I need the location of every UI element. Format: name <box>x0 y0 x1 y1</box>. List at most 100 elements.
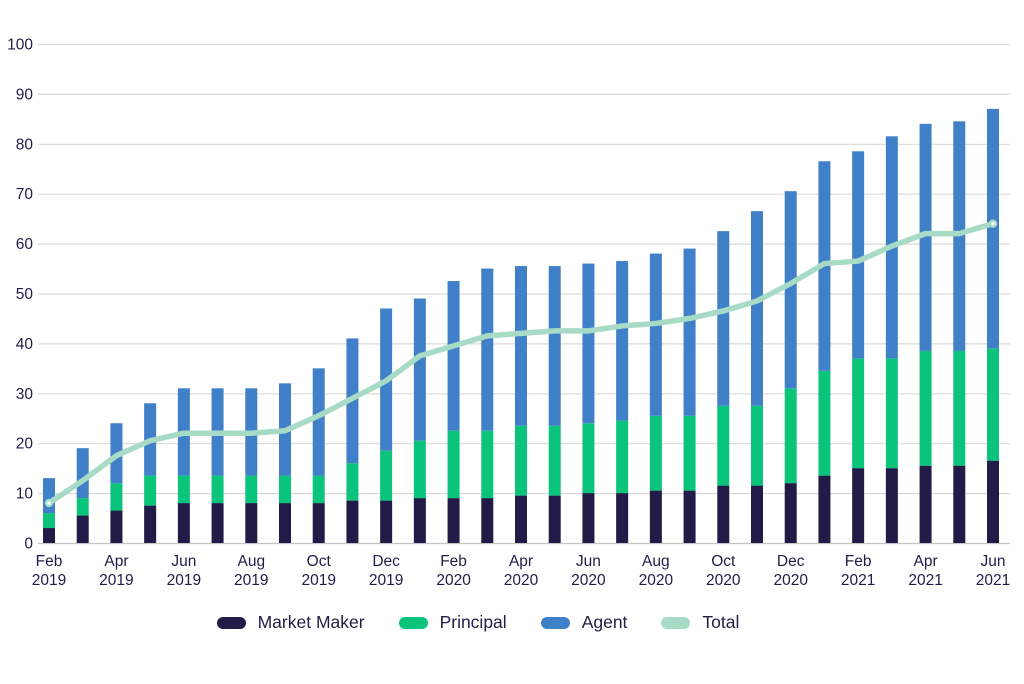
bar-segment-market-maker <box>616 493 629 543</box>
bar-segment-market-maker <box>144 505 157 543</box>
bar-segment-market-maker <box>818 475 831 543</box>
bar-segment-principal <box>649 415 662 491</box>
x-axis-tick-label: Jun 2021 <box>976 553 1010 589</box>
bar-segment-agent <box>852 151 865 359</box>
bar-segment-principal <box>245 475 258 504</box>
bar-segment-principal <box>110 483 123 511</box>
bar-segment-market-maker <box>177 503 190 543</box>
bar-segment-market-maker <box>43 528 55 543</box>
x-axis-tick-label: Oct 2020 <box>706 553 741 589</box>
bar-segment-principal <box>919 350 932 466</box>
bar-segment-principal <box>144 475 157 506</box>
bar-segment-principal <box>717 405 730 486</box>
bar-segment-principal <box>852 358 865 469</box>
bar-segment-market-maker <box>481 498 494 543</box>
x-axis-tick-label: Jun 2020 <box>571 553 606 589</box>
bar-segment-principal <box>413 440 426 499</box>
bar-segment-principal <box>582 423 595 494</box>
bar-segment-principal <box>683 415 696 491</box>
legend-label: Principal <box>439 612 507 632</box>
bar-segment-agent <box>751 211 763 406</box>
bar-segment-market-maker <box>649 490 662 543</box>
legend-swatch-icon <box>661 616 691 629</box>
legend-item-agent: Agent <box>540 612 628 632</box>
y-axis-tick-label: 70 <box>16 186 34 203</box>
bar-segment-market-maker <box>346 500 359 543</box>
x-axis-tick-label: Apr 2020 <box>504 553 539 589</box>
bar-segment-principal <box>885 358 898 469</box>
bar-segment-market-maker <box>312 503 325 543</box>
bar-segment-market-maker <box>717 485 730 543</box>
bar-segment-principal <box>279 475 291 504</box>
bar-segment-principal <box>447 430 460 499</box>
x-axis-tick-label: Feb 2019 <box>32 553 66 589</box>
bar-segment-agent <box>649 253 662 416</box>
bar-segment-agent <box>616 261 629 421</box>
y-axis-tick-label: 20 <box>16 436 34 453</box>
bar-segment-agent <box>76 448 89 499</box>
bar-segment-principal <box>953 350 966 466</box>
x-axis-tick-label: Jun 2019 <box>167 553 201 589</box>
y-axis-tick-label: 60 <box>16 236 34 253</box>
y-axis-tick-label: 80 <box>16 136 34 153</box>
bar-segment-agent <box>43 478 55 514</box>
legend-item-market-maker: Market Maker <box>216 613 365 632</box>
legend-item-total: Total <box>661 612 740 632</box>
total-line-endpoint-marker <box>44 498 54 508</box>
legend-swatch-icon <box>540 616 570 629</box>
bar-segment-principal <box>43 513 55 529</box>
y-axis-tick-label: 10 <box>16 486 34 503</box>
y-axis-tick-label: 50 <box>16 286 34 303</box>
bar-segment-market-maker <box>279 503 291 543</box>
bar-segment-agent <box>447 281 460 431</box>
x-axis-tick-label: Dec 2020 <box>773 553 808 589</box>
chart-legend: Market Maker Principal Agent Total <box>0 612 990 632</box>
x-axis-tick-label: Apr 2021 <box>908 553 942 589</box>
bar-segment-agent <box>987 108 999 349</box>
legend-swatch-icon <box>398 616 428 629</box>
bar-segment-market-maker <box>380 500 393 543</box>
bar-segment-market-maker <box>919 465 932 543</box>
bar-segment-market-maker <box>76 515 89 543</box>
bar-segment-principal <box>211 475 224 504</box>
y-axis-tick-label: 30 <box>16 386 34 403</box>
bar-segment-market-maker <box>751 485 763 543</box>
bar-segment-principal <box>987 348 999 461</box>
x-axis-tick-label: Feb 2021 <box>841 553 875 589</box>
bar-segment-principal <box>177 475 190 504</box>
bar-segment-agent <box>413 298 426 441</box>
bar-segment-market-maker <box>953 465 966 543</box>
bar-segment-agent <box>717 231 730 406</box>
bar-segment-market-maker <box>582 493 595 543</box>
x-axis-tick-label: Oct 2019 <box>301 553 335 589</box>
bar-segment-market-maker <box>548 495 561 543</box>
bar-segment-principal <box>751 405 763 486</box>
total-line-endpoint-marker <box>988 219 998 228</box>
x-axis-tick-label: Aug 2020 <box>639 553 674 589</box>
bar-segment-market-maker <box>515 495 527 543</box>
bar-segment-market-maker <box>852 468 865 543</box>
bar-segment-agent <box>548 266 561 426</box>
bar-segment-market-maker <box>110 510 123 543</box>
bar-segment-agent <box>683 248 696 416</box>
y-axis-tick-label: 90 <box>16 86 34 103</box>
bar-segment-principal <box>515 425 527 496</box>
bar-segment-agent <box>582 263 595 424</box>
bar-segment-principal <box>616 420 629 494</box>
bar-segment-market-maker <box>987 460 999 543</box>
bar-segment-agent <box>784 191 797 389</box>
legend-label: Agent <box>581 612 628 632</box>
legend-label: Total <box>702 612 740 632</box>
y-axis-tick-label: 40 <box>16 336 34 353</box>
bar-segment-principal <box>380 450 393 501</box>
bar-segment-principal <box>818 370 831 476</box>
x-axis-tick-label: Feb 2020 <box>436 553 471 589</box>
legend-item-principal: Principal <box>398 612 507 632</box>
bar-segment-market-maker <box>447 498 460 543</box>
y-axis-tick-label: 0 <box>24 536 33 553</box>
bar-segment-market-maker <box>413 498 426 543</box>
bar-segment-principal <box>481 430 494 499</box>
bar-segment-market-maker <box>211 503 224 543</box>
x-axis-tick-label: Dec 2019 <box>369 553 403 589</box>
